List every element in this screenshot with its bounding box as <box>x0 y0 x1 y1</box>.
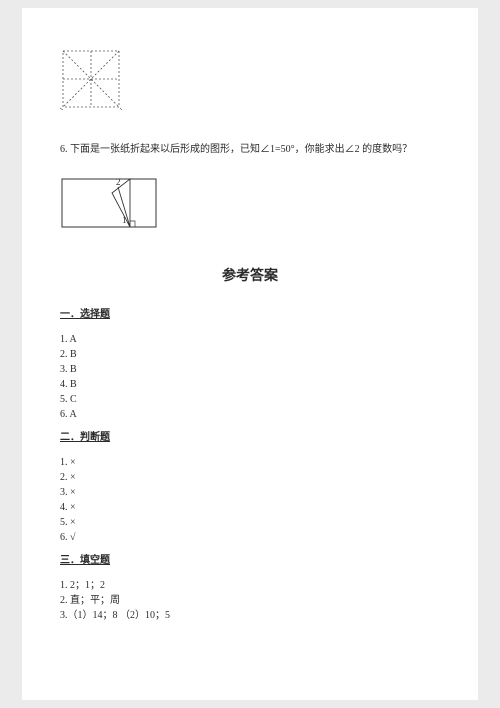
square-fold-svg <box>60 48 122 110</box>
judge-answers: 1. × 2. × 3. × 4. × 5. × 6. √ <box>60 455 440 545</box>
question-6-text: 6. 下面是一张纸折起来以后形成的图形，已知∠1=50°，你能求出∠2 的度数吗… <box>60 139 440 161</box>
figure-folded-paper: 2 1 <box>60 175 440 238</box>
choice-6: 6. A <box>60 407 440 422</box>
choice-5: 5. C <box>60 392 440 407</box>
angle-1-label: 1 <box>122 215 127 225</box>
fill-3: 3.（1）14；8 （2）10；5 <box>60 608 440 623</box>
judge-3: 3. × <box>60 485 440 500</box>
answers-title: 参考答案 <box>60 266 440 287</box>
section-head-judge: 二．判断题 <box>60 430 440 445</box>
figure-square-folds <box>60 48 440 115</box>
judge-6: 6. √ <box>60 530 440 545</box>
choice-1: 1. A <box>60 332 440 347</box>
choice-2: 2. B <box>60 347 440 362</box>
section-head-fill: 三．填空题 <box>60 553 440 568</box>
fill-1: 1. 2；1；2 <box>60 578 440 593</box>
fill-2: 2. 直；平；周 <box>60 593 440 608</box>
angle-2-label: 2 <box>116 177 121 187</box>
folded-paper-svg: 2 1 <box>60 175 160 233</box>
judge-2: 2. × <box>60 470 440 485</box>
section-head-choice: 一．选择题 <box>60 307 440 322</box>
judge-5: 5. × <box>60 515 440 530</box>
choice-answers: 1. A 2. B 3. B 4. B 5. C 6. A <box>60 332 440 422</box>
choice-4: 4. B <box>60 377 440 392</box>
fill-answers: 1. 2；1；2 2. 直；平；周 3.（1）14；8 （2）10；5 <box>60 578 440 623</box>
judge-1: 1. × <box>60 455 440 470</box>
choice-3: 3. B <box>60 362 440 377</box>
page: 6. 下面是一张纸折起来以后形成的图形，已知∠1=50°，你能求出∠2 的度数吗… <box>22 8 478 700</box>
judge-4: 4. × <box>60 500 440 515</box>
